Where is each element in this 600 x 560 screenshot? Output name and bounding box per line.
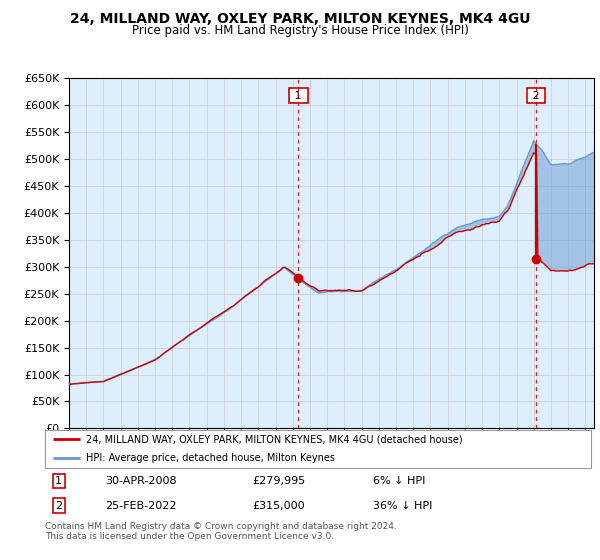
Text: 2: 2 <box>529 91 543 101</box>
Text: £279,995: £279,995 <box>253 476 306 486</box>
Text: 36% ↓ HPI: 36% ↓ HPI <box>373 501 432 511</box>
Text: 24, MILLAND WAY, OXLEY PARK, MILTON KEYNES, MK4 4GU: 24, MILLAND WAY, OXLEY PARK, MILTON KEYN… <box>70 12 530 26</box>
Text: Contains HM Land Registry data © Crown copyright and database right 2024.
This d: Contains HM Land Registry data © Crown c… <box>45 522 397 542</box>
Text: 6% ↓ HPI: 6% ↓ HPI <box>373 476 425 486</box>
Text: 30-APR-2008: 30-APR-2008 <box>105 476 176 486</box>
Text: 24, MILLAND WAY, OXLEY PARK, MILTON KEYNES, MK4 4GU (detached house): 24, MILLAND WAY, OXLEY PARK, MILTON KEYN… <box>86 435 463 445</box>
Text: 1: 1 <box>55 476 62 486</box>
Text: 1: 1 <box>292 91 305 101</box>
Text: 25-FEB-2022: 25-FEB-2022 <box>105 501 176 511</box>
Text: £315,000: £315,000 <box>253 501 305 511</box>
Text: HPI: Average price, detached house, Milton Keynes: HPI: Average price, detached house, Milt… <box>86 452 335 463</box>
Text: 2: 2 <box>55 501 62 511</box>
Text: Price paid vs. HM Land Registry's House Price Index (HPI): Price paid vs. HM Land Registry's House … <box>131 24 469 37</box>
